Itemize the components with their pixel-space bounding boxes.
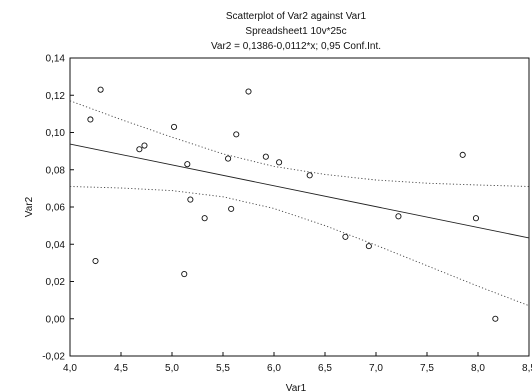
data-point bbox=[342, 233, 349, 240]
regression-equation: Var2 = 0,1386-0,0112*x; 0,95 Conf.Int. bbox=[211, 41, 381, 52]
data-points bbox=[87, 86, 499, 322]
plot-frame bbox=[69, 57, 530, 357]
x-tick-label: 5,5 bbox=[216, 363, 230, 374]
chart-title: Scatterplot of Var2 against Var1 bbox=[226, 11, 367, 22]
data-point bbox=[262, 153, 269, 160]
y-tick-label: 0,00 bbox=[46, 314, 66, 325]
data-point bbox=[181, 270, 188, 278]
data-point bbox=[245, 88, 252, 95]
x-tick-label: 7,0 bbox=[369, 363, 383, 374]
x-tick-label: 8,0 bbox=[471, 363, 485, 374]
x-tick-label: 7,5 bbox=[420, 363, 434, 374]
y-tick-label: 0,02 bbox=[46, 277, 66, 288]
y-tick-label: 0,08 bbox=[46, 165, 66, 176]
data-point bbox=[141, 142, 148, 149]
data-point bbox=[365, 243, 372, 250]
y-axis-ticks: -0,02 0,00 0,02 0,04 0,06 0,08 0,10 0,12 0,14 bbox=[42, 54, 74, 363]
data-point bbox=[92, 257, 99, 265]
x-tick-label: 5,0 bbox=[165, 363, 179, 374]
x-tick-label: 4,5 bbox=[114, 363, 128, 374]
y-axis-label: Var2 bbox=[24, 196, 35, 217]
confidence-bands bbox=[69, 100, 530, 307]
chart-subtitle: Spreadsheet1 10v*25c bbox=[245, 26, 346, 37]
data-point bbox=[306, 172, 313, 179]
data-point bbox=[170, 123, 178, 130]
x-axis-label: Var1 bbox=[286, 383, 307, 392]
data-point bbox=[276, 159, 283, 166]
data-point bbox=[97, 86, 104, 93]
data-point bbox=[472, 215, 480, 222]
regression-line bbox=[69, 143, 530, 239]
data-point bbox=[201, 215, 208, 222]
y-tick-label: 0,14 bbox=[46, 54, 66, 65]
lower-confidence-band bbox=[69, 186, 530, 307]
data-point bbox=[87, 116, 94, 123]
upper-confidence-band bbox=[69, 100, 530, 187]
y-tick-label: 0,10 bbox=[46, 128, 66, 139]
y-tick-label: 0,04 bbox=[46, 240, 66, 251]
x-tick-label: 6,5 bbox=[318, 363, 332, 374]
x-tick-label: 6,0 bbox=[267, 363, 281, 374]
data-point bbox=[395, 213, 402, 220]
data-point bbox=[459, 151, 466, 158]
data-point bbox=[225, 155, 232, 162]
data-point bbox=[136, 146, 143, 153]
data-point bbox=[187, 196, 194, 203]
x-tick-label: 4,0 bbox=[63, 363, 77, 374]
y-tick-label: -0,02 bbox=[42, 352, 65, 363]
x-axis-ticks: 4,0 4,5 5,0 5,5 6,0 6,5 7,0 7,5 8,0 8,5 bbox=[63, 352, 532, 374]
data-point bbox=[228, 205, 235, 212]
data-point bbox=[184, 161, 191, 168]
data-point bbox=[492, 315, 499, 322]
data-point bbox=[233, 131, 240, 138]
x-tick-label: 8,5 bbox=[522, 363, 532, 374]
y-tick-label: 0,12 bbox=[46, 91, 66, 102]
y-tick-label: 0,06 bbox=[46, 203, 66, 214]
